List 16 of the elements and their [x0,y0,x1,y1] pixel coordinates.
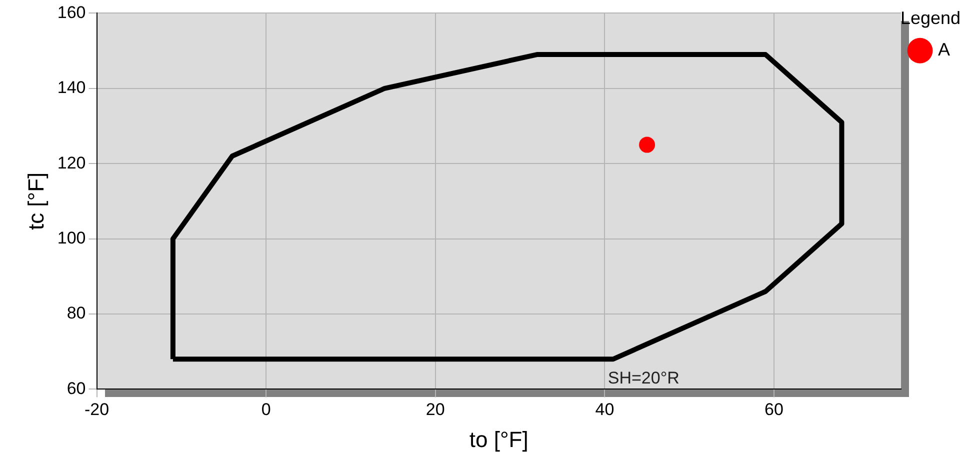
x-tick-label: 20 [426,400,445,420]
y-tick-label: 120 [57,153,86,172]
legend-label: A [938,40,950,60]
y-axis-title: tc [°F] [23,172,48,230]
y-tick-label: 80 [66,304,86,323]
x-axis-title: to [°F] [469,426,528,452]
x-tick-label: 0 [261,400,271,420]
y-tick-label: 60 [66,378,86,398]
legend-title: Legend [900,8,961,28]
x-tick-label: 60 [764,400,784,420]
y-tick-label: 140 [57,78,86,98]
annotation: SH=20°R [608,368,680,388]
y-tick-label: 100 [57,228,86,248]
y-tick-label: 160 [57,2,86,22]
x-tick-label: -20 [84,400,110,420]
x-tick-label: 40 [595,400,614,420]
